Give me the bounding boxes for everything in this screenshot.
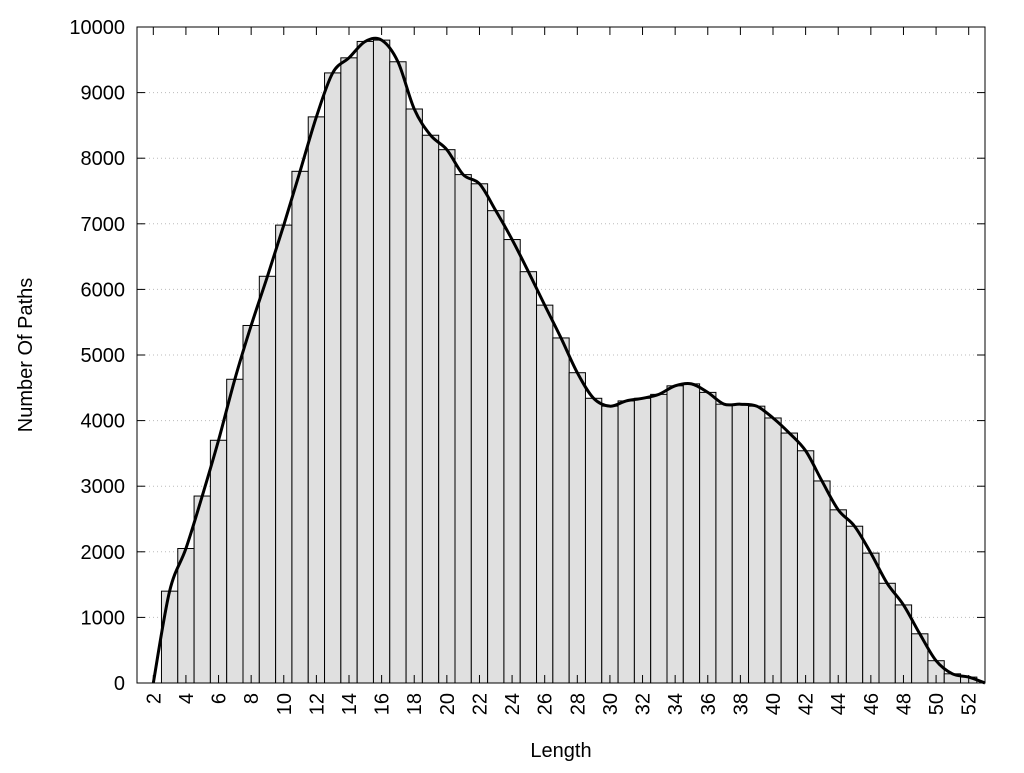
y-tick-label: 3000 bbox=[81, 476, 126, 498]
x-tick-label: 40 bbox=[763, 693, 785, 715]
bar bbox=[438, 149, 456, 684]
x-tick-label: 12 bbox=[306, 693, 328, 715]
x-tick-label: 32 bbox=[633, 693, 655, 715]
bar bbox=[862, 552, 880, 684]
y-tick-label: 2000 bbox=[81, 542, 126, 564]
bar bbox=[470, 183, 489, 684]
x-tick-label: 34 bbox=[665, 693, 687, 715]
x-tick-label: 42 bbox=[796, 693, 818, 715]
bar bbox=[878, 582, 896, 684]
bar bbox=[356, 40, 374, 684]
bar bbox=[487, 210, 505, 684]
bar bbox=[829, 509, 847, 684]
y-tick-label: 4000 bbox=[81, 411, 126, 433]
bar bbox=[519, 271, 538, 684]
y-tick-label: 9000 bbox=[81, 83, 126, 105]
bar bbox=[307, 116, 326, 684]
bar bbox=[340, 57, 358, 684]
bar bbox=[650, 393, 668, 684]
bar bbox=[258, 275, 277, 684]
x-tick-label: 18 bbox=[404, 693, 426, 715]
bar bbox=[699, 391, 717, 684]
x-tick-label: 50 bbox=[926, 693, 948, 715]
x-tick-label: 52 bbox=[959, 693, 981, 715]
bar bbox=[226, 378, 244, 684]
bar bbox=[845, 525, 864, 684]
x-tick-label: 10 bbox=[274, 693, 296, 715]
bar bbox=[748, 405, 766, 684]
y-tick-label: 1000 bbox=[81, 607, 126, 629]
x-tick-label: 4 bbox=[176, 693, 198, 704]
bar bbox=[160, 590, 179, 684]
plot-frame bbox=[136, 26, 986, 684]
ticks: 0 1000 2000 3000 4000 5000 6000 7000 8000 9000 100… bbox=[69, 17, 985, 715]
x-tick-label: 14 bbox=[339, 693, 361, 715]
bar bbox=[568, 372, 586, 684]
bar bbox=[209, 439, 228, 684]
bar bbox=[193, 495, 211, 684]
x-tick-label: 30 bbox=[600, 693, 622, 715]
bar bbox=[503, 239, 521, 684]
x-axis-label: Length bbox=[530, 740, 591, 762]
y-tick-label: 5000 bbox=[81, 345, 126, 367]
bar bbox=[780, 432, 798, 684]
bar bbox=[324, 72, 342, 684]
x-tick-label: 22 bbox=[469, 693, 491, 715]
bar bbox=[666, 385, 684, 684]
bar bbox=[796, 450, 815, 684]
x-tick-label: 16 bbox=[372, 693, 394, 715]
x-tick-label: 36 bbox=[698, 693, 720, 715]
bar bbox=[421, 134, 440, 684]
bar bbox=[584, 397, 603, 684]
curve-line bbox=[151, 36, 986, 685]
y-tick-label: 8000 bbox=[81, 148, 126, 170]
bar bbox=[405, 108, 423, 684]
x-tick-label: 28 bbox=[567, 693, 589, 715]
x-tick-label: 24 bbox=[502, 693, 524, 715]
bar bbox=[454, 174, 472, 684]
x-tick-label: 48 bbox=[893, 693, 915, 715]
bar bbox=[242, 324, 260, 684]
bar bbox=[536, 304, 554, 684]
bar bbox=[764, 417, 782, 684]
bars bbox=[160, 39, 978, 684]
x-tick-label: 8 bbox=[241, 693, 263, 704]
bar bbox=[617, 400, 635, 684]
x-tick-label: 44 bbox=[828, 693, 850, 715]
bar bbox=[291, 170, 309, 684]
x-tick-label: 26 bbox=[535, 693, 557, 715]
bar bbox=[275, 224, 293, 684]
bar bbox=[682, 383, 701, 684]
y-tick-label: 10000 bbox=[69, 17, 125, 39]
x-tick-label: 38 bbox=[730, 693, 752, 715]
y-tick-label: 6000 bbox=[81, 279, 126, 301]
x-tick-label: 20 bbox=[437, 693, 459, 715]
bar bbox=[813, 480, 831, 684]
bar bbox=[552, 337, 570, 684]
bar bbox=[389, 61, 407, 684]
x-tick-label: 2 bbox=[143, 693, 165, 704]
x-tick-label: 6 bbox=[209, 693, 231, 704]
bar bbox=[731, 403, 750, 684]
y-tick-label: 0 bbox=[114, 673, 125, 695]
bar bbox=[715, 403, 733, 684]
x-tick-label: 46 bbox=[861, 693, 883, 715]
y-tick-label: 7000 bbox=[81, 214, 126, 236]
bar bbox=[372, 39, 391, 684]
bar bbox=[601, 405, 619, 684]
bar bbox=[177, 548, 195, 684]
bar bbox=[633, 397, 652, 684]
y-axis-label: Number Of Paths bbox=[15, 278, 37, 433]
